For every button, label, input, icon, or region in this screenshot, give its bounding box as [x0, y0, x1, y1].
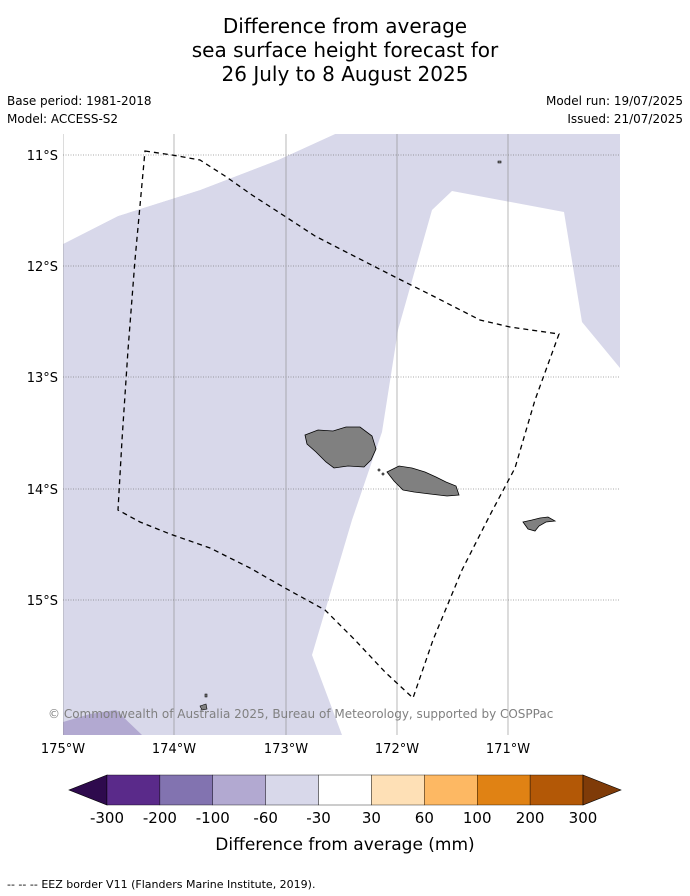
colorbar-segment [318, 774, 372, 806]
colorbar: -300 -200 -100 -60 -30 30 60 100 200 300 [68, 774, 622, 827]
colorbar-segment [159, 774, 213, 806]
colorbar-segment [265, 774, 319, 806]
eez-border [117, 150, 560, 700]
model-name: Model: ACCESS-S2 [7, 112, 119, 126]
longitude-labels: 175°W 174°W 173°W 172°W 171°W [41, 742, 530, 757]
lon-label: 175°W [41, 742, 85, 757]
islet-swains [497, 160, 502, 164]
map-title: Difference from average sea surface heig… [0, 14, 690, 86]
issued-date: Issued: 21/07/2025 [567, 112, 683, 126]
title-line-3: 26 July to 8 August 2025 [221, 62, 469, 86]
colorbar-tick-label: -60 [253, 809, 278, 827]
title-line-1: Difference from average [222, 14, 468, 38]
colorbar-segment [529, 774, 584, 806]
colorbar-tick-label: 300 [569, 809, 598, 827]
island-savaii [304, 426, 377, 469]
colorbar-tick-label: 30 [362, 809, 381, 827]
colorbar-tick-label: -100 [196, 809, 230, 827]
island-upolu [386, 465, 460, 497]
colorbar-segment [212, 774, 266, 806]
colorbar-tick-label: -30 [306, 809, 331, 827]
longitude-gridlines [63, 134, 509, 735]
colorbar-tick-label: -300 [90, 809, 124, 827]
lat-label: 15°S [27, 594, 58, 609]
lat-label: 13°S [27, 371, 58, 386]
base-period: Base period: 1981-2018 [7, 94, 152, 108]
colorbar-tick-label: 60 [415, 809, 434, 827]
colorbar-segment [424, 774, 478, 806]
title-line-2: sea surface height forecast for [191, 38, 499, 62]
lat-label: 12°S [27, 260, 58, 275]
colorbar-tick-label: -200 [143, 809, 177, 827]
latitude-gridlines [63, 154, 620, 601]
colorbar-segment [371, 774, 425, 806]
colorbar-tick-label: 200 [516, 809, 545, 827]
eez-legend: -- -- -- EEZ border V11 (Flanders Marine… [7, 878, 315, 891]
colorbar-tick-label: 100 [463, 809, 492, 827]
colorbar-segment [106, 774, 161, 806]
eez-legend-text: EEZ border V11 (Flanders Marine Institut… [41, 878, 316, 891]
copyright-notice: © Commonwealth of Australia 2025, Bureau… [48, 707, 553, 721]
lon-label: 171°W [486, 742, 530, 757]
model-run: Model run: 19/07/2025 [545, 94, 683, 108]
colorbar-segment [477, 774, 531, 806]
lat-label: 11°S [27, 149, 58, 164]
islet-southwest [199, 693, 208, 711]
eez-legend-symbol: -- -- -- [7, 878, 38, 891]
lat-label: 14°S [27, 483, 58, 498]
anomaly-region-minus60-minus100 [63, 710, 142, 735]
neutral-region-northwest [63, 134, 335, 244]
latitude-labels: 11°S 12°S 13°S 14°S 15°S [27, 149, 58, 609]
colorbar-label: Difference from average (mm) [215, 835, 474, 855]
colorbar-extension-high [582, 774, 622, 806]
islet-apolima [377, 468, 385, 476]
island-tutuila [522, 516, 557, 532]
lon-label: 174°W [152, 742, 196, 757]
lon-label: 173°W [264, 742, 308, 757]
map-figure: 11°S 12°S 13°S 14°S 15°S 175°W 174°W 173… [27, 134, 622, 855]
map-plot-area [63, 134, 620, 735]
lon-label: 172°W [375, 742, 419, 757]
colorbar-extension-low [68, 774, 108, 806]
